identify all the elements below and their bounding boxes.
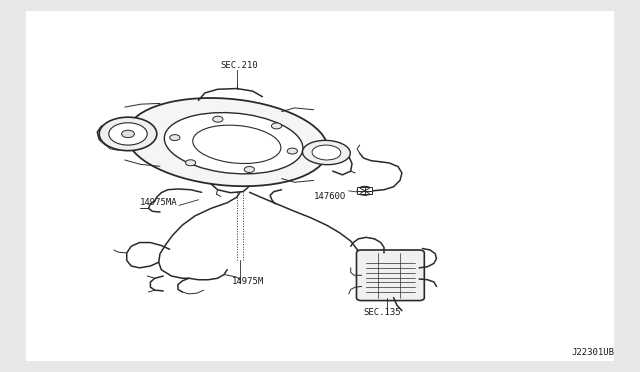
Circle shape — [271, 123, 282, 129]
Circle shape — [170, 135, 180, 141]
Circle shape — [186, 160, 196, 166]
FancyBboxPatch shape — [26, 11, 614, 361]
Ellipse shape — [312, 145, 340, 160]
Circle shape — [244, 167, 255, 173]
Text: SEC.135: SEC.135 — [363, 308, 401, 317]
Ellipse shape — [164, 113, 303, 174]
Circle shape — [287, 148, 298, 154]
Ellipse shape — [193, 125, 281, 164]
Text: 14760O: 14760O — [314, 192, 346, 201]
Circle shape — [357, 186, 372, 195]
Ellipse shape — [99, 117, 157, 151]
Text: 14975MA: 14975MA — [140, 198, 177, 207]
Text: J22301UB: J22301UB — [572, 348, 614, 357]
Text: SEC.210: SEC.210 — [221, 61, 259, 70]
Ellipse shape — [303, 140, 350, 165]
Ellipse shape — [109, 123, 147, 145]
Ellipse shape — [122, 130, 134, 138]
Ellipse shape — [127, 98, 328, 186]
Bar — [357, 187, 372, 194]
FancyBboxPatch shape — [356, 250, 424, 301]
Text: 14975M: 14975M — [232, 278, 264, 286]
Circle shape — [212, 116, 223, 122]
